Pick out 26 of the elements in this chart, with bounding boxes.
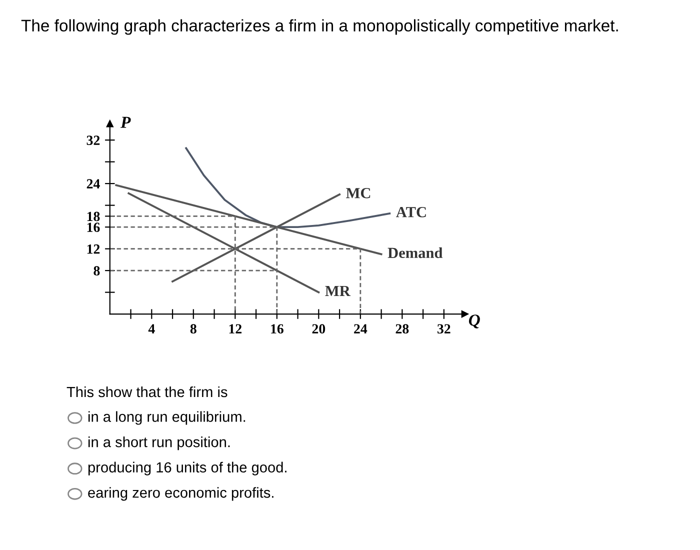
series-label: MR [325,286,351,296]
series-label: Demand [388,247,443,258]
y-tick-label: 24 [86,179,100,188]
text: earing zero economic profits. [88,487,274,501]
y-axis-title: P [120,116,131,128]
y-tick-label: 18 [87,212,100,222]
series-label: MC [346,188,370,198]
y-tick-label: 8 [94,266,100,276]
x-tick-label: 32 [438,324,450,334]
x-tick-label: 16 [271,324,284,334]
y-tick-label: 16 [87,222,100,232]
x-tick-label: 12 [229,324,242,334]
x-tick-label: 4 [148,324,155,334]
text: producing 16 units of the good. [88,462,286,476]
y-tick-label: 12 [87,244,100,254]
x-tick-label: 20 [312,324,326,334]
y-tick-label: 32 [86,136,100,146]
series-label: ATC [396,207,426,218]
text: in a long run equilibrium. [88,411,246,425]
x-axis-title: Q [468,314,480,328]
x-tick-label: 28 [396,324,409,334]
x-tick-label: 24 [354,324,368,334]
chart-title: The following graph characterizes a firm in a monopolistically competitive market. [21,19,618,35]
text: in a short run position. [88,436,230,450]
x-tick-label: 8 [190,324,196,334]
text: This show that the firm is [66,386,228,398]
